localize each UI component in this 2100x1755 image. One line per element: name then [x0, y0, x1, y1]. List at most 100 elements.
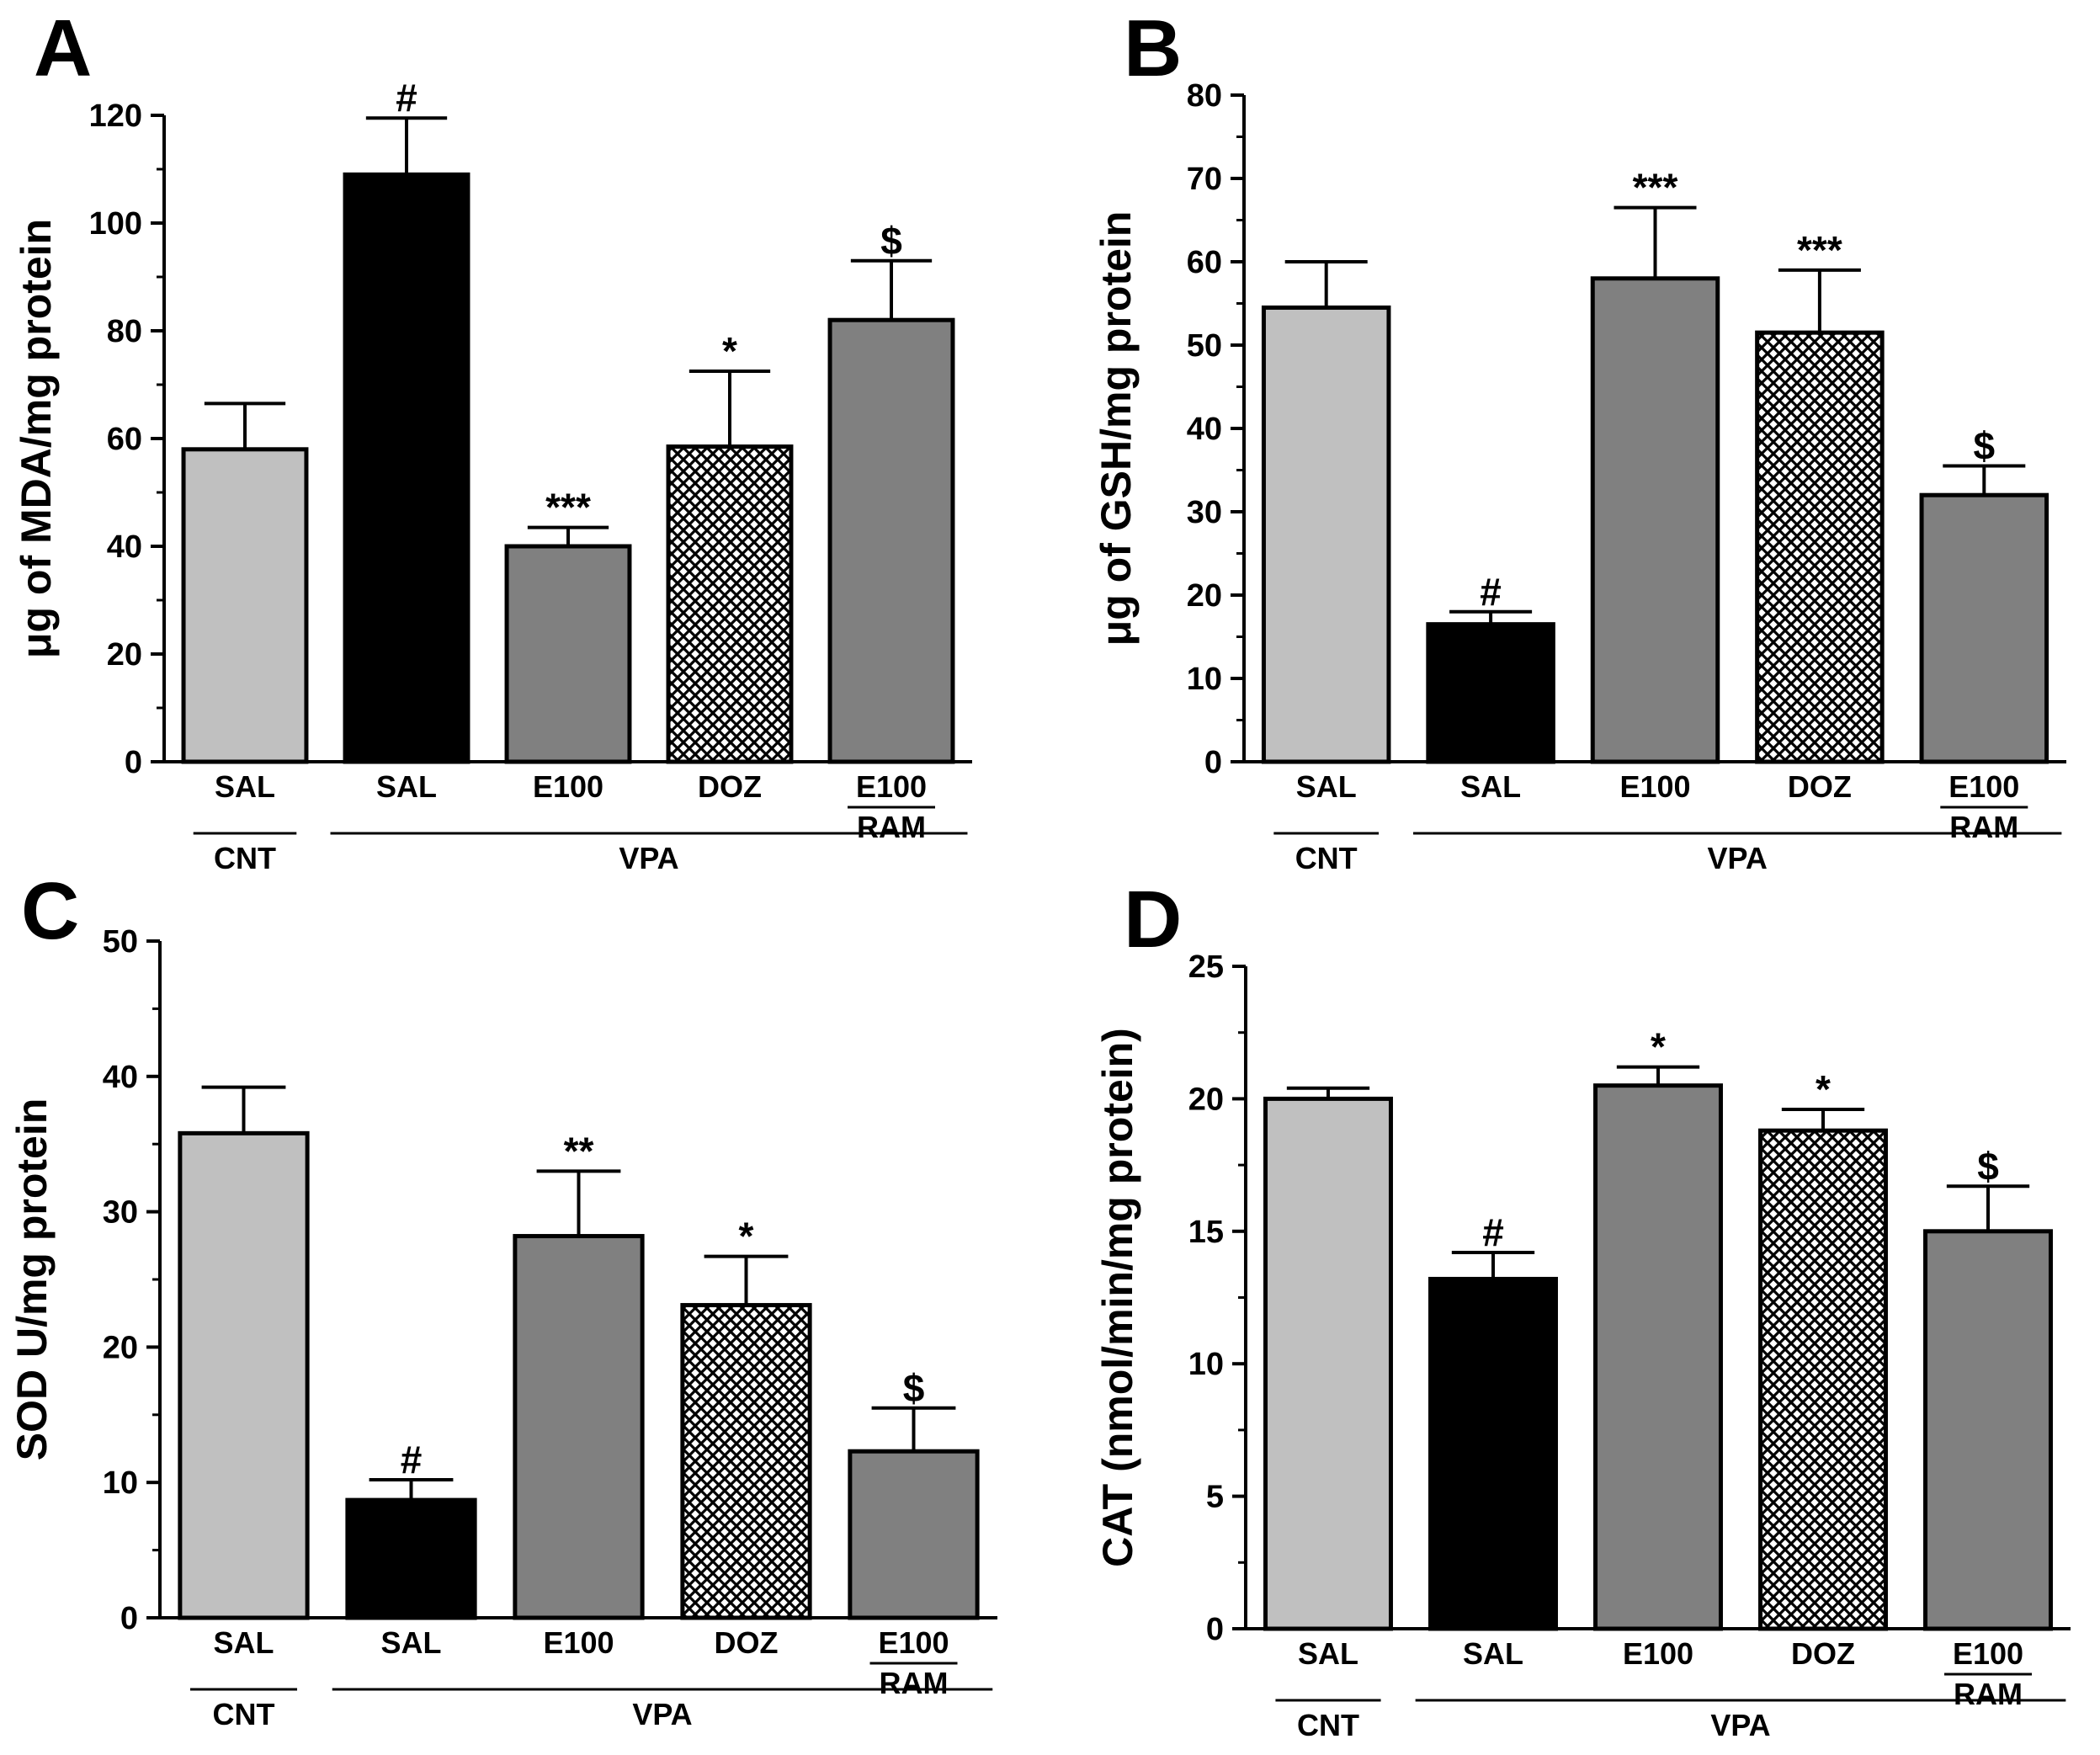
- chart-panel-b: B 0 10 20 30 40 50 60 70 80 μg of GSH/mg protein SA…: [1093, 3, 2066, 875]
- y-axis-label: SOD U/mg protein: [8, 1098, 56, 1461]
- significance-marker: #: [1482, 1210, 1504, 1254]
- group-label: CNT: [1295, 841, 1358, 875]
- significance-marker: ***: [1633, 166, 1678, 210]
- significance-marker: *: [1816, 1067, 1831, 1111]
- y-tick-label: 30: [1187, 495, 1222, 530]
- bar: [1426, 622, 1555, 764]
- y-tick-label: 40: [107, 529, 142, 565]
- bar: [848, 1449, 980, 1620]
- group-label: VPA: [1710, 1708, 1770, 1742]
- bar: [827, 317, 955, 764]
- x-category-sublabel: RAM: [1954, 1677, 2023, 1711]
- y-tick-label: 50: [103, 924, 138, 960]
- y-tick-label: 0: [1206, 1612, 1224, 1647]
- significance-marker: ***: [545, 486, 591, 529]
- y-tick-label: 10: [103, 1465, 138, 1501]
- bar: [1593, 1083, 1723, 1631]
- bar: [345, 1497, 477, 1620]
- chart-panel-c: C 0 10 20 30 40 50 SOD U/mg protein SAL # SAL ** E10…: [8, 866, 997, 1731]
- chart-panel-a: A 0 20 40 60 80 100 120 μg of MDA/mg protein SAL #…: [13, 3, 972, 875]
- bar: [1923, 1229, 2053, 1631]
- bar: [343, 172, 471, 764]
- y-tick-label: 60: [1187, 245, 1222, 280]
- bar: [513, 1234, 645, 1620]
- bar: [178, 1130, 310, 1620]
- y-tick-label: 80: [107, 314, 142, 349]
- x-category-label: SAL: [214, 1625, 274, 1660]
- group-label: VPA: [632, 1697, 692, 1731]
- group-label: CNT: [213, 1697, 275, 1731]
- bar: [1263, 1096, 1393, 1631]
- panel-letter: D: [1124, 875, 1182, 965]
- x-category-label: SAL: [1463, 1636, 1523, 1671]
- y-tick-label: 20: [1188, 1082, 1224, 1117]
- x-category-label: DOZ: [715, 1625, 779, 1660]
- bar: [1758, 1128, 1888, 1631]
- bar: [181, 447, 309, 764]
- y-tick-label: 100: [89, 206, 142, 242]
- panel-letter: B: [1124, 3, 1182, 93]
- group-label: VPA: [1708, 841, 1768, 875]
- y-tick-label: 80: [1187, 78, 1222, 114]
- x-category-label: SAL: [1298, 1636, 1358, 1671]
- bar: [504, 544, 632, 764]
- significance-marker: #: [1480, 570, 1502, 614]
- x-category-label: SAL: [1296, 769, 1357, 804]
- bar: [1428, 1276, 1558, 1631]
- x-category-label: E100: [1623, 1636, 1693, 1671]
- x-category-label: SAL: [215, 769, 275, 804]
- significance-marker: $: [1974, 424, 1996, 468]
- group-label: VPA: [619, 841, 678, 875]
- y-tick-label: 25: [1188, 949, 1224, 985]
- y-axis-label: μg of GSH/mg protein: [1093, 211, 1140, 646]
- y-tick-label: 40: [1187, 412, 1222, 447]
- y-axis-label: μg of MDA/mg protein: [13, 219, 60, 658]
- bar: [1590, 276, 1720, 764]
- y-tick-label: 30: [103, 1195, 138, 1231]
- y-axis-label: CAT (nmol/min/mg protein): [1094, 1028, 1141, 1567]
- x-category-label: E100: [856, 769, 927, 804]
- x-category-label: E100: [1953, 1636, 2023, 1671]
- x-category-label: E100: [533, 769, 603, 804]
- x-category-label: SAL: [381, 1625, 442, 1660]
- y-tick-label: 70: [1187, 162, 1222, 197]
- y-tick-label: 10: [1187, 662, 1222, 697]
- y-tick-label: 20: [107, 637, 142, 673]
- x-category-label: SAL: [1460, 769, 1521, 804]
- significance-marker: ***: [1797, 228, 1842, 272]
- y-tick-label: 50: [1187, 328, 1222, 364]
- significance-marker: *: [1651, 1025, 1666, 1069]
- y-tick-label: 10: [1188, 1347, 1224, 1382]
- bar: [680, 1303, 812, 1620]
- x-category-label: E100: [1619, 769, 1690, 804]
- significance-marker: *: [739, 1215, 754, 1258]
- chart-panel-d: D 0 5 10 15 20 25 CAT (nmol/min/mg protein) SAL #…: [1094, 875, 2071, 1742]
- x-category-label: DOZ: [1791, 1636, 1855, 1671]
- y-tick-label: 40: [103, 1060, 138, 1095]
- y-tick-label: 5: [1206, 1480, 1224, 1515]
- x-category-label: E100: [543, 1625, 614, 1660]
- x-category-label: DOZ: [698, 769, 762, 804]
- y-tick-label: 20: [103, 1330, 138, 1365]
- x-category-label: E100: [1948, 769, 2019, 804]
- panel-letter: A: [34, 3, 92, 93]
- y-tick-label: 0: [125, 745, 142, 780]
- x-category-label: E100: [878, 1625, 949, 1660]
- x-category-sublabel: RAM: [1949, 810, 2018, 844]
- significance-marker: $: [880, 219, 902, 263]
- significance-marker: $: [903, 1366, 925, 1410]
- y-tick-label: 0: [120, 1601, 138, 1636]
- x-category-label: SAL: [376, 769, 437, 804]
- significance-marker: $: [1977, 1144, 1999, 1188]
- group-label: CNT: [214, 841, 276, 875]
- x-category-sublabel: RAM: [880, 1666, 949, 1700]
- y-tick-label: 0: [1204, 745, 1222, 780]
- x-category-label: DOZ: [1788, 769, 1852, 804]
- y-tick-label: 20: [1187, 578, 1222, 614]
- y-tick-label: 120: [89, 98, 142, 134]
- significance-marker: #: [401, 1438, 423, 1481]
- significance-marker: #: [396, 76, 417, 120]
- significance-marker: **: [564, 1129, 594, 1173]
- group-label: CNT: [1297, 1708, 1359, 1742]
